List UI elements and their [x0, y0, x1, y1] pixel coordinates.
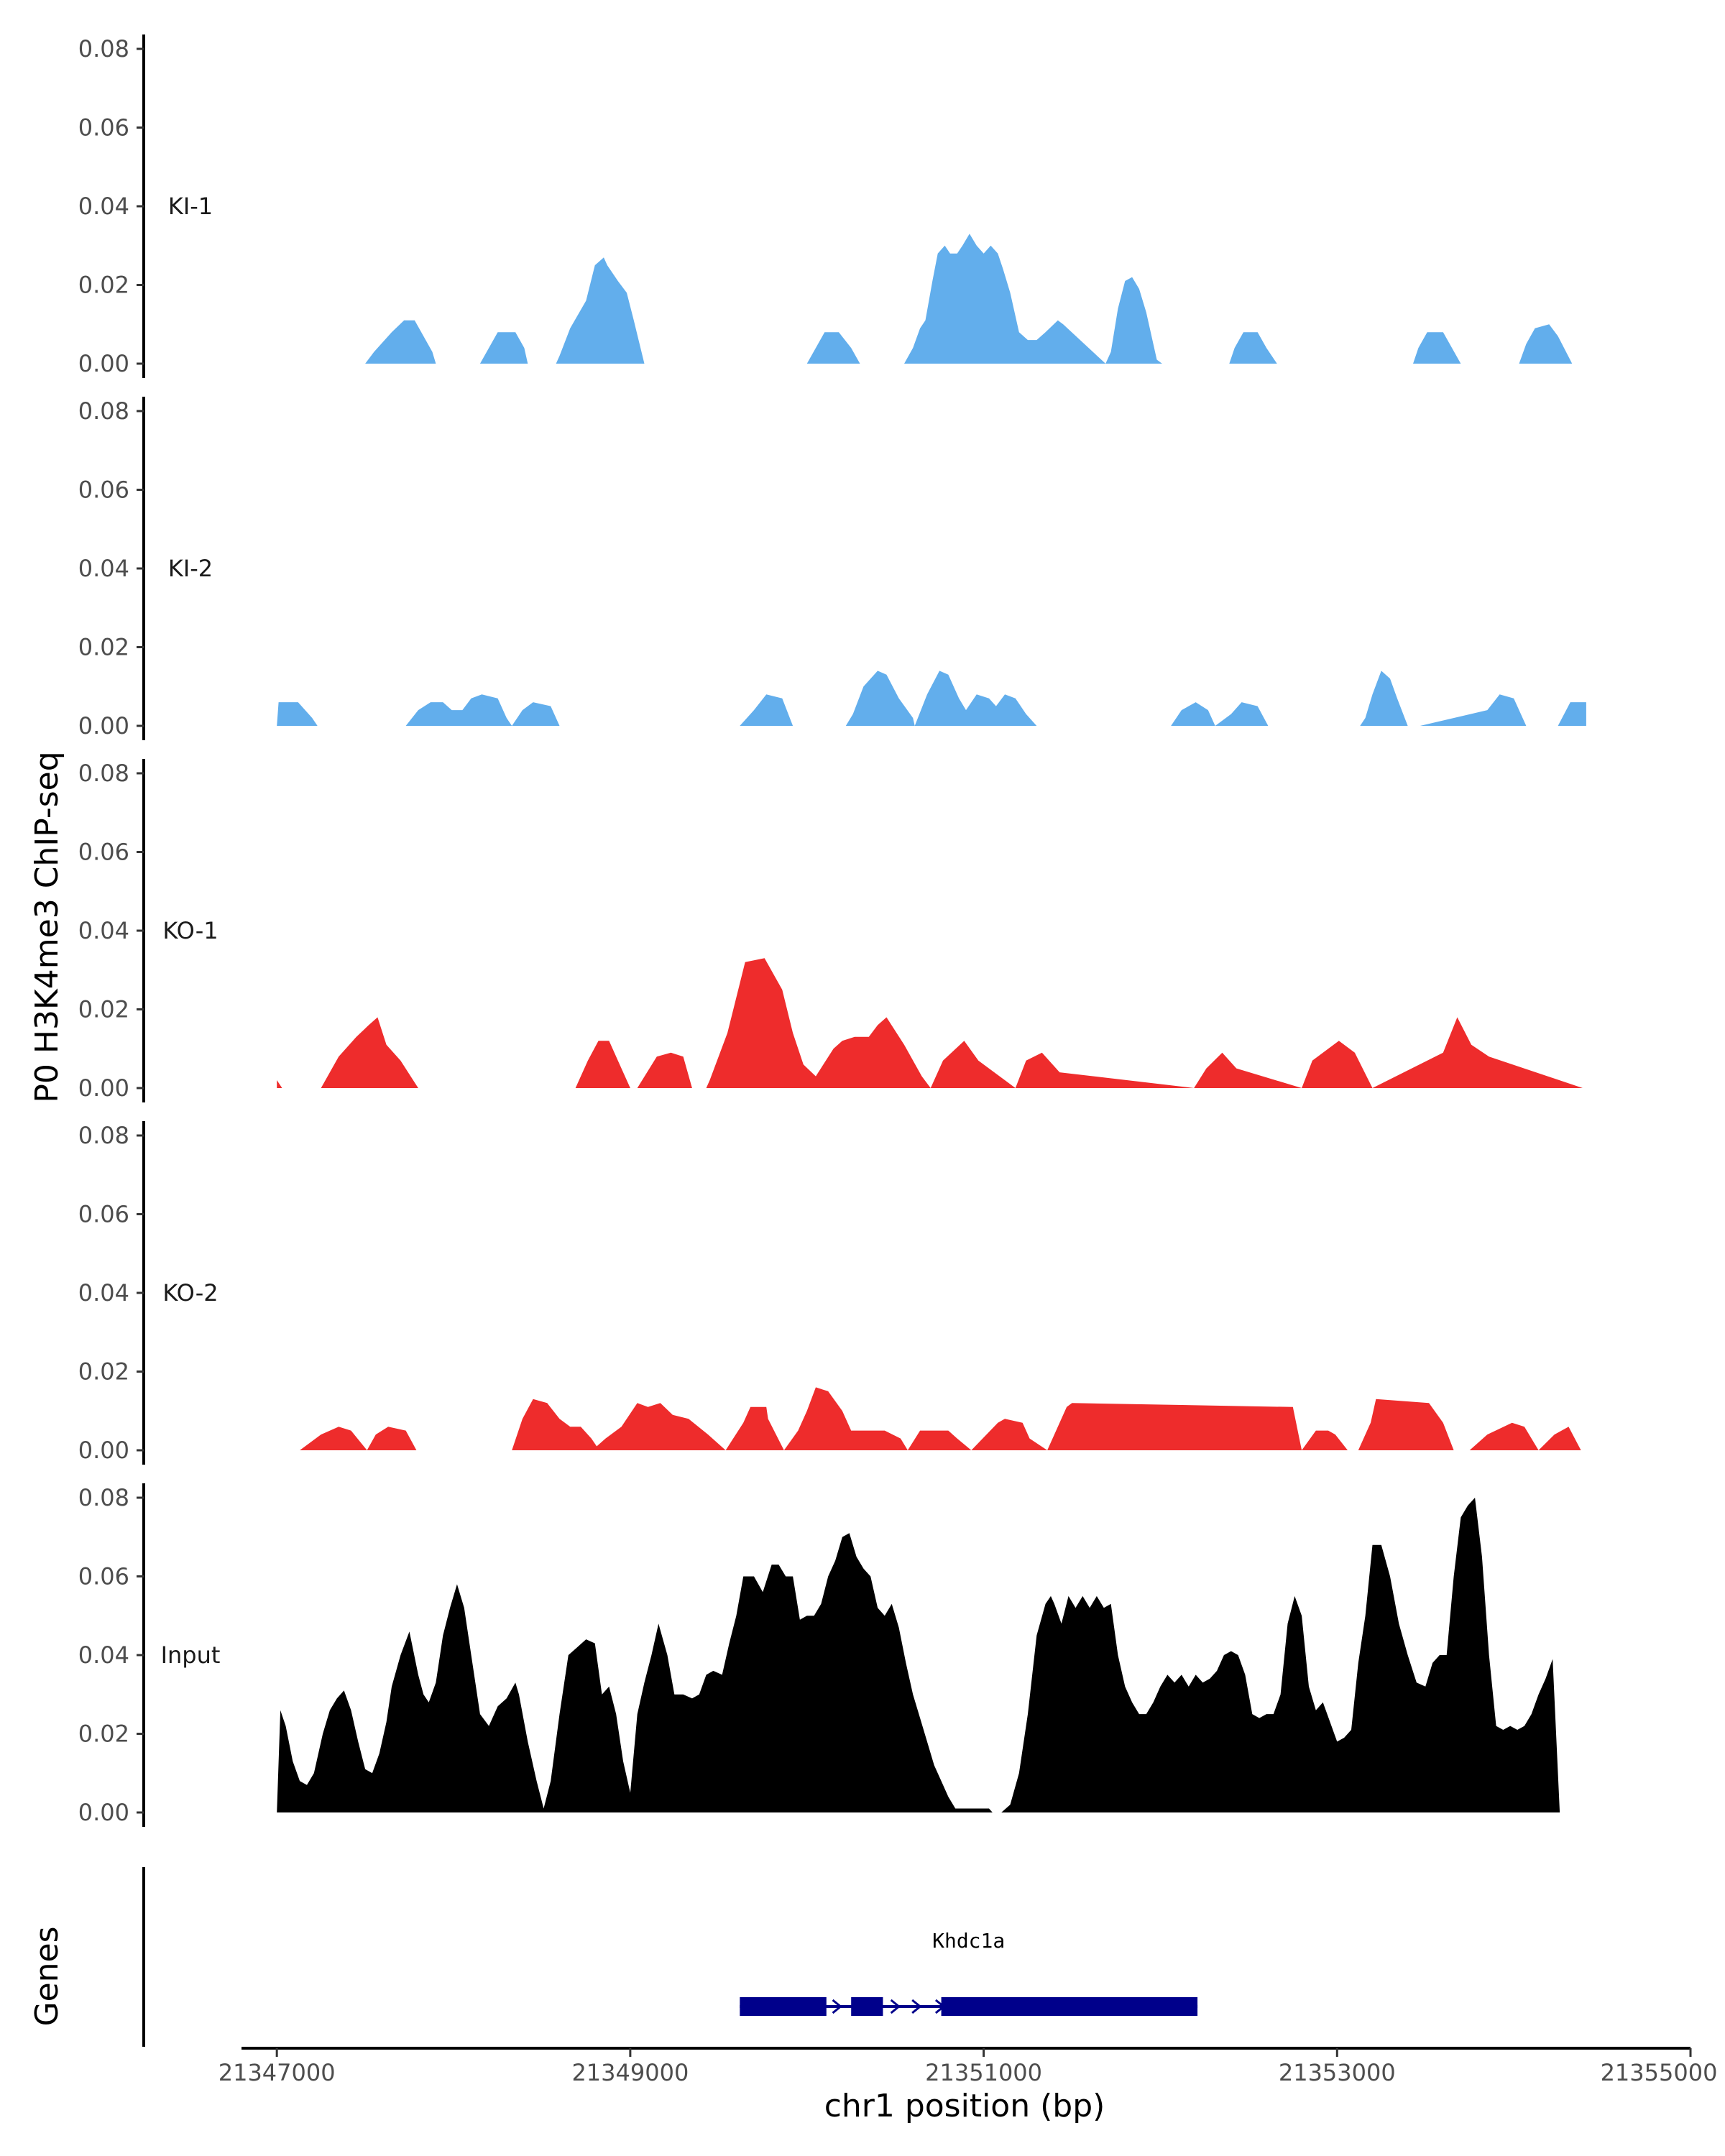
signal-area-input [277, 1498, 1560, 1812]
y-tick-label: 0.08 [78, 1122, 129, 1149]
y-tick-label: 0.08 [78, 397, 129, 425]
track-input: 0.00 0.02 0.04 0.06 0.08 Input [78, 1483, 1560, 1827]
gene-layer: Khdc1a [142, 1867, 1198, 2047]
signal-area-ki-1 [312, 234, 1573, 364]
track-label: KI-2 [168, 555, 213, 582]
gene-exon [740, 1997, 827, 2016]
y-tick-label: 0.00 [78, 1074, 129, 1102]
signal-area-ko-2 [300, 1387, 1581, 1450]
x-tick-label: 21349000 [571, 2059, 689, 2086]
y-tick-label: 0.06 [78, 1563, 129, 1590]
genes-axis-title: Genes [29, 1926, 65, 2026]
y-tick-label: 0.04 [78, 917, 129, 944]
strand-arrow [890, 1999, 901, 2014]
y-tick-label: 0.04 [78, 1641, 129, 1669]
signal-area-ki-2 [277, 671, 1586, 726]
gene-exon [851, 1997, 883, 2016]
y-tick-label: 0.02 [78, 1720, 129, 1748]
track-label: Input [161, 1641, 221, 1669]
track-label: KI-1 [168, 193, 213, 220]
y-tick-label: 0.00 [78, 1799, 129, 1826]
y-tick-label: 0.02 [78, 272, 129, 299]
x-tick-label: 21355000 [1601, 2059, 1718, 2086]
y-tick-label: 0.08 [78, 760, 129, 787]
y-axis-title: P0 H3K4me3 ChIP-seq [29, 751, 65, 1102]
x-axis-title: chr1 position (bp) [824, 2088, 1105, 2124]
track-ko-1: 0.00 0.02 0.04 0.06 0.08 KO-1 [78, 759, 1583, 1102]
y-tick-label: 0.02 [78, 996, 129, 1023]
y-tick-label: 0.06 [78, 1201, 129, 1228]
tracks-layer: 0.00 0.02 0.04 0.06 0.08 KI-1 0.00 0.02 0.04 0.06… [78, 34, 1586, 1827]
x-tick-label: 21353000 [1279, 2059, 1396, 2086]
y-tick-label: 0.02 [78, 634, 129, 661]
y-tick-label: 0.08 [78, 35, 129, 63]
gene-exon [941, 1997, 1198, 2016]
y-tick-label: 0.04 [78, 193, 129, 220]
track-label: KO-2 [162, 1279, 218, 1307]
y-tick-label: 0.06 [78, 476, 129, 504]
y-tick-label: 0.00 [78, 350, 129, 377]
strand-arrow [911, 1999, 922, 2014]
y-tick-label: 0.02 [78, 1358, 129, 1386]
track-label: KO-1 [162, 917, 218, 944]
track-ki-1: 0.00 0.02 0.04 0.06 0.08 KI-1 [78, 34, 1573, 378]
y-tick-label: 0.08 [78, 1484, 129, 1511]
signal-area-ko-1 [277, 958, 1583, 1088]
y-tick-label: 0.04 [78, 1279, 129, 1307]
y-tick-label: 0.00 [78, 712, 129, 740]
x-tick-label: 21347000 [218, 2059, 336, 2086]
y-tick-label: 0.04 [78, 555, 129, 582]
strand-arrow [832, 1999, 842, 2014]
track-ko-2: 0.00 0.02 0.04 0.06 0.08 KO-2 [78, 1121, 1581, 1465]
y-tick-label: 0.00 [78, 1437, 129, 1464]
x-axis: 21347000 21349000 21351000 21353000 21355000 [218, 2047, 1718, 2086]
y-tick-label: 0.06 [78, 114, 129, 142]
gene-name-label: Khdc1a [932, 1929, 1005, 1953]
track-ki-2: 0.00 0.02 0.04 0.06 0.08 KI-2 [78, 397, 1586, 740]
y-tick-label: 0.06 [78, 839, 129, 866]
x-tick-label: 21351000 [925, 2059, 1042, 2086]
